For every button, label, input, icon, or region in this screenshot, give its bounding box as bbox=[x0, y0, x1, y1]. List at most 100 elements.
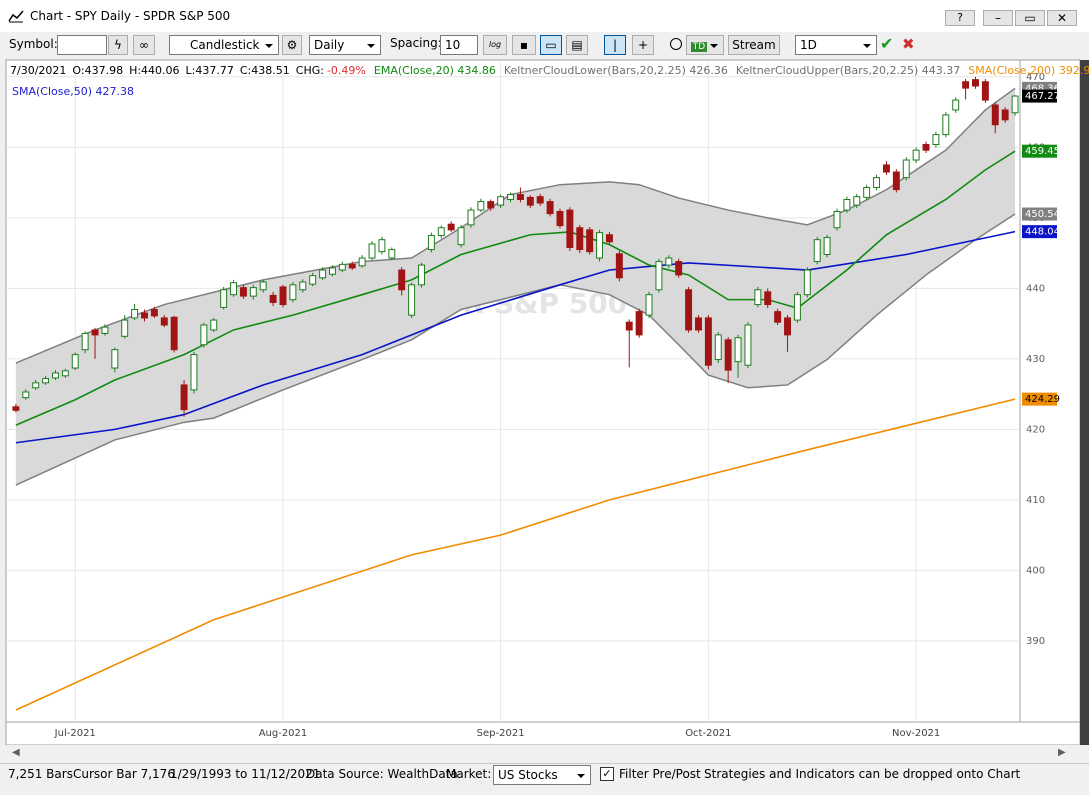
pane-button[interactable]: ▭ bbox=[540, 35, 562, 55]
price-tag: 448.04 bbox=[1025, 227, 1060, 238]
x-tick-label: Oct-2021 bbox=[685, 728, 731, 739]
candle-body bbox=[704, 317, 712, 366]
filter-checkbox[interactable]: ✓ bbox=[600, 767, 614, 781]
radio[interactable] bbox=[670, 38, 682, 50]
chart-pane: ◀ ▶ SPYSPDR S&P 500390400410420430440450… bbox=[5, 59, 1089, 762]
scroll-left[interactable]: ◀ bbox=[12, 747, 20, 758]
chart-icon bbox=[8, 10, 24, 23]
candle-body bbox=[358, 257, 366, 267]
candle-body bbox=[91, 329, 99, 336]
help-button[interactable]: ? bbox=[945, 10, 975, 26]
candle-body bbox=[942, 114, 950, 136]
candle-body bbox=[1011, 95, 1019, 114]
scrollbar[interactable] bbox=[6, 745, 1080, 762]
candle-body bbox=[853, 196, 861, 206]
price-tag: 467.27 bbox=[1025, 91, 1060, 102]
log-button[interactable]: log bbox=[483, 35, 507, 55]
x-tick-label: Sep-2021 bbox=[477, 728, 525, 739]
scale-select[interactable]: Daily bbox=[309, 35, 381, 55]
info-ema: EMA(Close,20) 434.86 bbox=[374, 64, 496, 77]
candle-body bbox=[507, 194, 514, 200]
info-date: 7/30/2021 bbox=[10, 64, 66, 77]
layout-button[interactable]: ▤ bbox=[566, 35, 588, 55]
candle-body bbox=[22, 391, 30, 399]
candle-body bbox=[685, 289, 693, 331]
candle-body bbox=[338, 263, 346, 271]
candle-body bbox=[635, 311, 643, 336]
maximize-button[interactable]: ▭ bbox=[1015, 10, 1045, 26]
spacing-input[interactable]: 10 bbox=[440, 35, 478, 55]
candle-body bbox=[833, 210, 841, 229]
y-tick-label: 400 bbox=[1026, 565, 1045, 576]
info-low: L:437.77 bbox=[186, 64, 234, 77]
price-tag-bg bbox=[1022, 89, 1057, 103]
reject-icon[interactable]: ✖ bbox=[902, 35, 915, 53]
candle-body bbox=[991, 104, 999, 126]
settings-button[interactable]: ⚙ bbox=[282, 35, 302, 55]
stream-button[interactable]: Stream bbox=[728, 35, 780, 55]
candle-body bbox=[131, 309, 139, 319]
crosshair-button[interactable]: + bbox=[632, 35, 654, 55]
info-high: H:440.06 bbox=[129, 64, 179, 77]
candle-body bbox=[972, 79, 979, 87]
candle-body bbox=[882, 164, 890, 173]
symbol-input[interactable] bbox=[57, 35, 107, 55]
scroll-right[interactable]: ▶ bbox=[1058, 747, 1066, 758]
accept-icon[interactable]: ✔ bbox=[880, 34, 894, 53]
info-close: C:438.51 bbox=[240, 64, 290, 77]
keltner-lower bbox=[15, 213, 1016, 486]
broker-button[interactable]: TD bbox=[686, 35, 724, 55]
candle-body bbox=[576, 227, 584, 251]
candle-body bbox=[309, 275, 317, 285]
candle-body bbox=[378, 239, 386, 253]
y-tick-label: 430 bbox=[1026, 354, 1045, 365]
candle-body bbox=[220, 289, 228, 308]
status-bars: 7,251 Bars bbox=[8, 767, 73, 781]
price-tag: 468.36 bbox=[1025, 83, 1060, 94]
cursor-button[interactable]: | bbox=[604, 35, 626, 55]
candle-body bbox=[734, 337, 742, 363]
market-label: Market: bbox=[446, 767, 492, 781]
candle-body bbox=[1001, 109, 1009, 121]
candle-body bbox=[408, 284, 416, 316]
candle-body bbox=[368, 243, 376, 259]
price-tag-bg bbox=[1022, 207, 1057, 221]
candle-body bbox=[388, 249, 396, 259]
snapshot-button[interactable]: ▪ bbox=[512, 35, 536, 55]
candle-body bbox=[605, 234, 613, 243]
market-select[interactable]: US Stocks bbox=[493, 765, 591, 785]
minimize-button[interactable]: – bbox=[983, 10, 1013, 26]
info-kc-upper: KeltnerCloudUpper(Bars,20,2.25) 443.37 bbox=[736, 64, 960, 77]
candle-body bbox=[665, 257, 673, 266]
candle-body bbox=[922, 144, 930, 151]
x-tick-label: Nov-2021 bbox=[892, 728, 940, 739]
close-button[interactable]: ✕ bbox=[1047, 10, 1077, 26]
spacing-label: Spacing: bbox=[390, 36, 442, 50]
candle-body bbox=[101, 326, 109, 334]
link-button[interactable]: ∞ bbox=[133, 35, 155, 55]
status-hint: Strategies and Indicators can be dropped… bbox=[704, 767, 1021, 781]
symbol-label: Symbol: bbox=[9, 37, 58, 51]
candle-body bbox=[625, 321, 633, 331]
candle-body bbox=[269, 294, 277, 303]
price-tag-bg bbox=[1022, 392, 1057, 406]
candle-body bbox=[892, 171, 900, 191]
candle-body bbox=[160, 317, 168, 326]
interval-select[interactable]: 1D bbox=[795, 35, 877, 55]
keltner-upper bbox=[15, 87, 1016, 364]
chart-style-select[interactable]: Candlestick bbox=[169, 35, 279, 55]
candle-body bbox=[418, 264, 425, 286]
candle-body bbox=[239, 287, 247, 297]
candle-body bbox=[32, 382, 40, 389]
candle-body bbox=[487, 201, 495, 209]
indicator-line bbox=[15, 230, 1016, 444]
candle-body bbox=[873, 177, 881, 189]
price-tag: 424.29 bbox=[1025, 394, 1060, 405]
candle-body bbox=[180, 384, 188, 411]
candle-body bbox=[724, 339, 732, 371]
candle-body bbox=[111, 349, 119, 369]
lookup-button[interactable]: ϟ bbox=[108, 35, 128, 55]
info-sma50: SMA(Close,50) 427.38 bbox=[12, 85, 134, 98]
candle-body bbox=[249, 287, 257, 297]
candle-body bbox=[319, 269, 327, 279]
